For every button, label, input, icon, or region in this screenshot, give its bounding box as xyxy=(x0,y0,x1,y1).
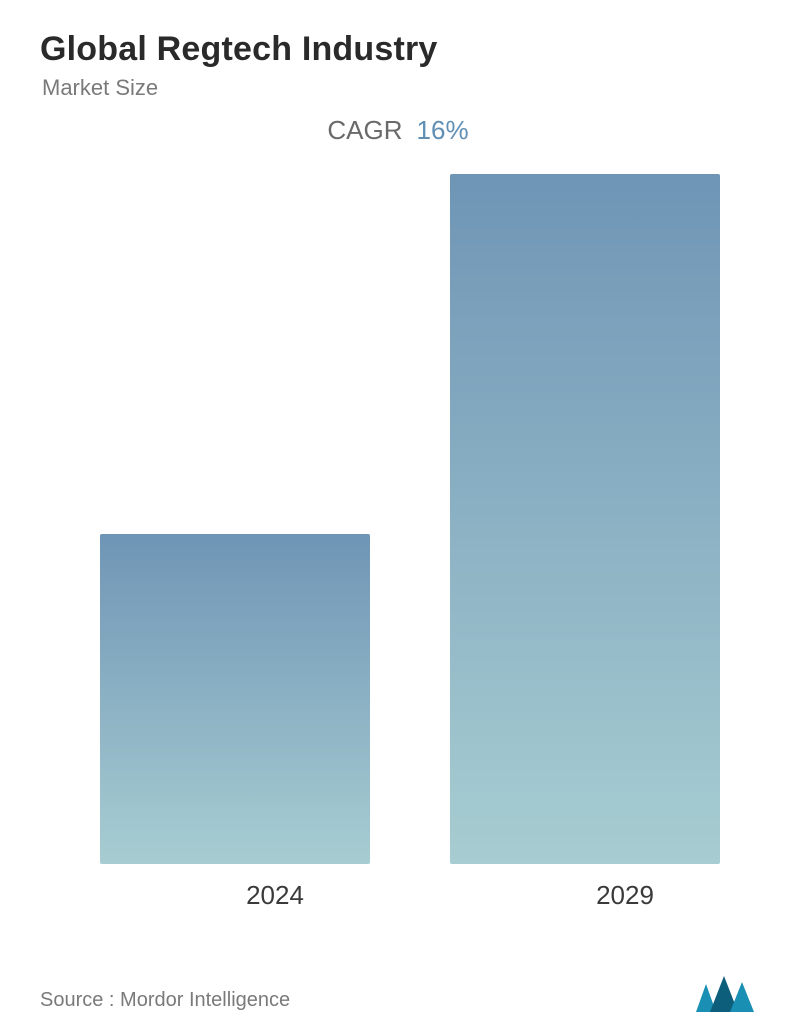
source-attribution: Source : Mordor Intelligence xyxy=(40,989,290,1012)
mordor-logo-icon xyxy=(696,976,756,1012)
chart-title: Global Regtech Industry xyxy=(40,30,756,69)
bar-2029 xyxy=(450,174,720,864)
bar-2024 xyxy=(100,534,370,864)
chart-container: Global Regtech Industry Market Size CAGR… xyxy=(0,0,796,1034)
chart-plot-area xyxy=(40,164,756,864)
cagr-row: CAGR 16% xyxy=(40,115,756,146)
chart-footer: Source : Mordor Intelligence xyxy=(40,976,756,1012)
x-label-2029: 2029 xyxy=(490,880,760,911)
chart-subtitle: Market Size xyxy=(42,75,756,101)
x-axis-labels: 20242029 xyxy=(40,880,756,920)
x-label-2024: 2024 xyxy=(140,880,410,911)
cagr-label: CAGR xyxy=(327,115,402,145)
cagr-value: 16% xyxy=(417,115,469,145)
